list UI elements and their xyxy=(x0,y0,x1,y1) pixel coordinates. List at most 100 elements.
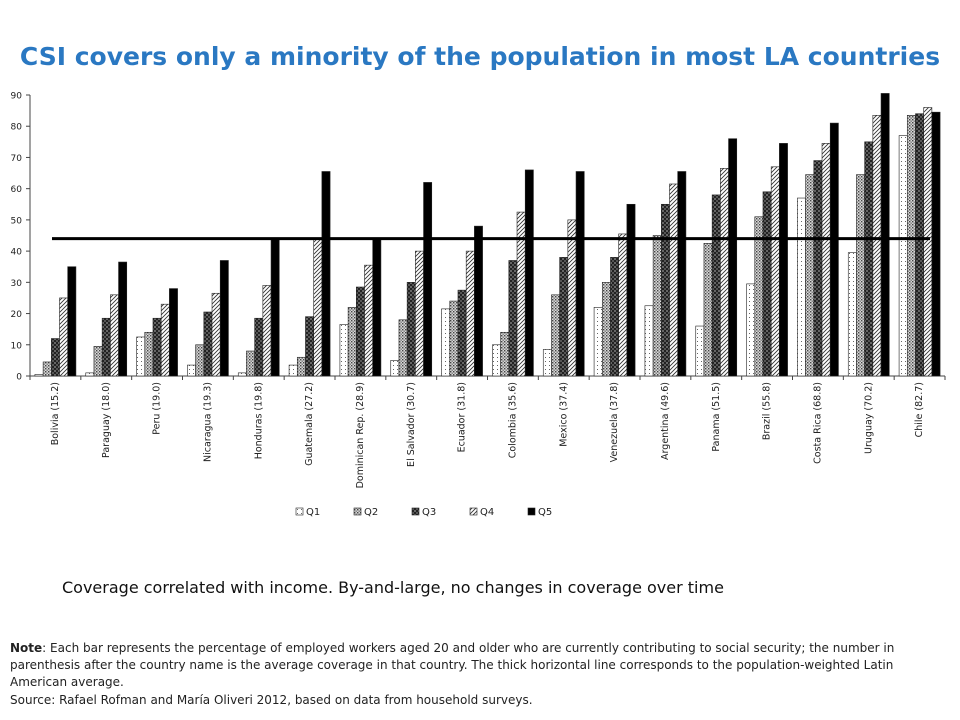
bar-q1 xyxy=(237,372,247,377)
x-tick-label: Chile (82.7) xyxy=(914,382,925,437)
note-text: Note: Each bar represents the percentage… xyxy=(10,640,900,691)
bar-q3 xyxy=(661,203,670,377)
bar-q2 xyxy=(347,307,357,377)
x-tick-label: Mexico (37.4) xyxy=(558,382,569,447)
bar-q3 xyxy=(762,191,772,377)
bar-q4 xyxy=(262,285,272,377)
bar-q2 xyxy=(246,350,255,377)
bar-q2 xyxy=(93,346,103,377)
x-tick-label: Bolivia (15.2) xyxy=(50,382,61,445)
bar-q1 xyxy=(34,374,44,377)
bar-q3 xyxy=(864,141,874,377)
bar-q3 xyxy=(152,317,162,377)
bar-q5 xyxy=(474,225,483,377)
bar-q1 xyxy=(339,324,349,377)
bar-q2 xyxy=(805,174,815,377)
bar-q5 xyxy=(728,138,738,377)
x-tick-label: Venezuela (37.8) xyxy=(609,382,620,462)
note-label: Note xyxy=(10,641,43,655)
x-tick-label: Paraguay (18.0) xyxy=(101,382,112,458)
bar-q1 xyxy=(187,364,196,377)
bar-q3 xyxy=(610,257,619,377)
y-tick-label: 20 xyxy=(11,310,23,320)
y-tick-label: 0 xyxy=(16,373,22,383)
bar-q2 xyxy=(754,216,764,377)
bar-q1 xyxy=(85,372,95,377)
bar-q3 xyxy=(51,338,60,377)
x-tick-label: Uruguay (70.2) xyxy=(863,382,874,454)
bars-group xyxy=(34,93,941,377)
y-tick-label: 90 xyxy=(11,92,23,102)
bar-q5 xyxy=(575,171,585,377)
legend-swatch-q1 xyxy=(295,507,304,516)
x-tick-label: Colombia (35.6) xyxy=(507,382,518,458)
bar-q4 xyxy=(770,166,780,377)
bar-q5 xyxy=(169,288,178,377)
bar-q3 xyxy=(508,260,518,377)
bar-q4 xyxy=(465,250,475,377)
bar-q3 xyxy=(813,160,823,377)
bar-q2 xyxy=(601,282,611,377)
bar-q5 xyxy=(67,266,77,377)
bar-q1 xyxy=(847,252,857,377)
y-tick-label: 30 xyxy=(11,279,23,289)
bar-q3 xyxy=(203,311,213,377)
bar-q4 xyxy=(872,114,882,377)
bar-q4 xyxy=(720,168,729,377)
subtitle: Coverage correlated with income. By-and-… xyxy=(62,578,724,597)
bar-q1 xyxy=(746,283,756,377)
bar-q4 xyxy=(211,292,221,377)
bar-q4 xyxy=(567,219,577,377)
bar-q1 xyxy=(797,197,806,377)
x-tick-label: Panama (51.5) xyxy=(711,382,722,452)
legend-swatch-q4 xyxy=(469,507,478,516)
bar-q5 xyxy=(270,238,280,377)
x-tick-label: Guatemala (27.2) xyxy=(304,382,315,466)
bar-q2 xyxy=(551,294,560,377)
x-axis: Bolivia (15.2) Paraguay (18.0) Peru (19.0)… xyxy=(29,375,946,488)
bar-q4 xyxy=(160,303,170,377)
bar-q4 xyxy=(669,183,679,377)
y-tick-label: 10 xyxy=(11,341,23,351)
legend-label-q4: Q4 xyxy=(480,507,494,518)
y-tick-label: 50 xyxy=(11,216,23,226)
x-tick-label: Brazil (55.8) xyxy=(762,382,773,440)
bar-q3 xyxy=(101,317,111,377)
x-tick-label: El Salvador (30.7) xyxy=(406,382,417,467)
legend-swatch-q2 xyxy=(353,507,362,516)
bar-q4 xyxy=(110,294,119,377)
bar-q2 xyxy=(856,174,865,377)
bar-q5 xyxy=(880,93,890,377)
legend-label-q1: Q1 xyxy=(306,507,320,518)
bar-q1 xyxy=(441,308,451,377)
bar-q1 xyxy=(695,325,705,377)
bar-chart: 0 10 20 30 40 50 60 70 80 90 Bolivia (15.2) Paragu… xyxy=(11,92,946,518)
bar-q4 xyxy=(364,264,374,377)
bar-q5 xyxy=(626,203,636,377)
bar-q5 xyxy=(779,143,788,377)
bar-q4 xyxy=(516,211,526,377)
bar-q3 xyxy=(915,113,924,377)
bar-q5 xyxy=(423,182,433,377)
bar-q2 xyxy=(449,300,459,377)
y-tick-label: 80 xyxy=(11,123,23,133)
bar-q2 xyxy=(652,235,662,377)
legend-label-q5: Q5 xyxy=(538,507,552,518)
bar-q5 xyxy=(829,122,839,377)
legend-label-q3: Q3 xyxy=(422,507,436,518)
bar-q1 xyxy=(492,344,501,377)
x-tick-label: Ecuador (31.8) xyxy=(457,382,468,452)
bar-q2 xyxy=(144,331,154,377)
chart-title: CSI covers only a minority of the popula… xyxy=(19,42,941,71)
bar-q1 xyxy=(136,336,146,377)
bar-q5 xyxy=(321,171,331,377)
bar-q1 xyxy=(644,305,654,377)
bar-q5 xyxy=(219,260,229,377)
bar-q1 xyxy=(898,135,908,377)
legend: Q1 Q2 Q3 Q4 Q5 xyxy=(295,507,552,518)
x-tick-label: Costa Rica (68.8) xyxy=(812,382,823,464)
bar-q5 xyxy=(118,261,128,377)
bar-q3 xyxy=(406,282,416,377)
bar-q4 xyxy=(821,143,831,377)
y-tick-label: 70 xyxy=(11,154,23,164)
